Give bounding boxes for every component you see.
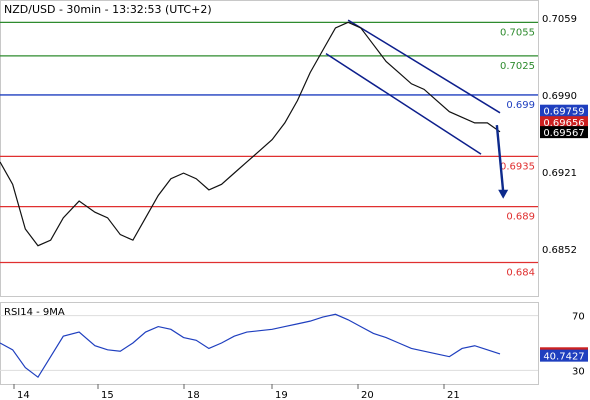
price-badge: [540, 104, 588, 117]
channel-line: [325, 52, 482, 155]
price-badge-label: 0.69567: [543, 128, 584, 139]
channel-line: [347, 19, 501, 114]
rsi-badge: [540, 349, 588, 362]
level-label: 0.7055: [500, 27, 535, 38]
rsi-tick-label: 70: [572, 312, 585, 323]
date-tick-label: 14: [17, 390, 30, 400]
rsi-tick-label: 30: [572, 366, 585, 377]
date-tick-label: 18: [187, 390, 200, 400]
forecast-arrow-shaft: [495, 124, 505, 192]
trend-channel: [325, 19, 501, 155]
date-axis-ticks: 14 15 18 19 20 21: [13, 384, 460, 400]
date-tick-label: 15: [101, 390, 114, 400]
rsi-badge-label: 40.7427: [543, 352, 584, 363]
price-badge: [540, 116, 588, 129]
level-label: 0.684: [506, 267, 535, 278]
rsi-series: 703042.472440.7427: [0, 312, 588, 379]
chart-title: NZD/USD - 30min - 13:32:53 (UTC+2): [4, 3, 212, 16]
price-badge: [540, 126, 588, 139]
price-panel-frame: [0, 0, 539, 297]
date-tick-label: 19: [275, 390, 288, 400]
price-tick-label: 0.6990: [542, 91, 577, 102]
rsi-title: RSI14 - 9MA: [4, 307, 65, 318]
level-label: 0.689: [506, 212, 535, 223]
level-label: 0.699: [506, 100, 535, 111]
date-tick-label: 21: [447, 390, 460, 400]
horizontal-levels: 0.7055 0.7025 0.699 0.6935 0.689 0.684: [0, 21, 538, 278]
close-price-line: [0, 21, 501, 247]
price-badge-label: 0.69656: [543, 118, 584, 129]
price-badge-label: 0.69759: [543, 107, 584, 118]
price-series: [0, 21, 509, 247]
price-tick-label: 0.7059: [542, 14, 577, 25]
price-axis-ticks: 0.7059 0.6990 0.6921 0.6852: [542, 14, 577, 256]
price-tick-label: 0.6921: [542, 168, 577, 179]
level-label: 0.6935: [500, 161, 535, 172]
forecast-arrow-head: [498, 189, 509, 199]
rsi-line: [0, 313, 501, 379]
level-label: 0.7025: [500, 61, 535, 72]
price-tick-label: 0.6852: [542, 245, 577, 256]
date-tick-label: 20: [361, 390, 374, 400]
